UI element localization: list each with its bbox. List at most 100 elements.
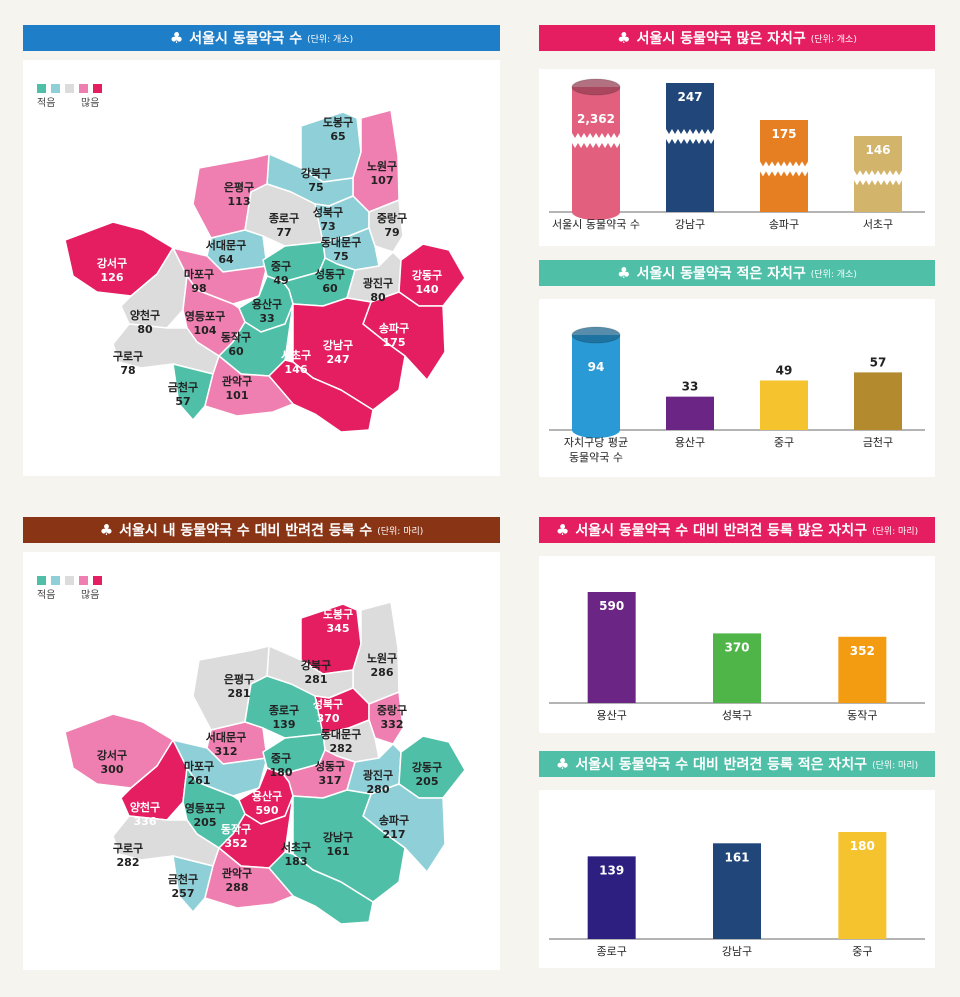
district-value-label: 77 <box>276 226 291 239</box>
bar <box>760 380 808 430</box>
district-name-label: 구로구 <box>113 350 143 363</box>
bar-value-label: 33 <box>682 380 699 394</box>
bar-cylinder-base <box>572 204 620 220</box>
district-name-label: 관악구 <box>222 374 252 388</box>
district-value-label: 146 <box>285 363 308 376</box>
district-name-label: 동대문구 <box>321 727 361 741</box>
district-name-label: 중구 <box>271 752 291 765</box>
district-value-label: 107 <box>371 174 394 187</box>
legend-swatch <box>65 576 74 585</box>
legend-swatch <box>37 84 46 93</box>
club-icon: ♣ <box>555 521 570 539</box>
district-name-label: 은평구 <box>224 672 254 686</box>
district-name-label: 용산구 <box>252 789 282 803</box>
district-name-label: 강남구 <box>323 338 353 352</box>
district-value-label: 183 <box>285 855 308 868</box>
district-name-label: 종로구 <box>269 212 299 225</box>
bar-value-label: 2,362 <box>577 112 615 126</box>
district-name-label: 강동구 <box>412 268 442 282</box>
district-value-label: 282 <box>330 742 353 755</box>
club-icon: ♣ <box>169 29 184 47</box>
district-name-label: 도봉구 <box>323 608 353 621</box>
district-value-label: 261 <box>188 774 211 787</box>
district-name-label: 강서구 <box>97 256 127 270</box>
district-서초구 <box>268 851 374 925</box>
district-name-label: 성동구 <box>315 267 345 281</box>
district-name-label: 강북구 <box>301 166 331 180</box>
district-value-label: 281 <box>305 673 328 686</box>
district-value-label: 247 <box>327 353 350 366</box>
district-value-label: 57 <box>175 395 190 408</box>
district-value-label: 79 <box>384 226 399 239</box>
map1-title: 서울시 동물약국 수 <box>189 31 303 47</box>
district-name-label: 양천구 <box>130 800 160 814</box>
bar-value-label: 247 <box>677 90 702 104</box>
district-name-label: 금천구 <box>168 380 198 394</box>
bar-cylinder-base <box>572 422 620 438</box>
district-금천구 <box>172 363 214 421</box>
district-name-label: 동작구 <box>221 330 251 344</box>
district-name-label: 송파구 <box>379 321 409 335</box>
district-서초구 <box>268 359 374 433</box>
district-value-label: 288 <box>226 881 249 894</box>
category-label: 강남구 <box>722 945 752 958</box>
legend-low-label: 적음 <box>37 98 56 109</box>
district-value-label: 345 <box>327 622 350 635</box>
bar <box>713 633 761 703</box>
bar <box>713 843 761 939</box>
district-value-label: 140 <box>416 283 439 296</box>
dog-low-unit: (단위: 마리) <box>872 760 919 771</box>
legend-swatch <box>79 84 88 93</box>
district-관악구 <box>204 847 294 909</box>
axis-break-mark <box>854 170 902 186</box>
district-name-label: 서대문구 <box>206 238 246 252</box>
legend-high-label: 많음 <box>81 98 100 109</box>
category-label: 서초구 <box>863 218 893 231</box>
legend-swatch <box>79 576 88 585</box>
district-value-label: 60 <box>322 282 338 295</box>
category-label: 종로구 <box>596 945 626 958</box>
bar-value-label: 370 <box>724 640 749 654</box>
legend-high-label: 많음 <box>81 590 100 601</box>
district-name-label: 송파구 <box>379 813 409 827</box>
bar <box>587 856 636 939</box>
district-name-label: 마포구 <box>184 759 214 773</box>
district-value-label: 64 <box>218 253 234 266</box>
map2-seoul-choropleth: 도봉구345노원구286강북구281은평구281종로구139성북구370중랑구3… <box>64 601 466 925</box>
district-value-label: 113 <box>228 195 251 208</box>
district-value-label: 352 <box>225 837 248 850</box>
club-icon: ♣ <box>617 264 631 282</box>
category-label: 강남구 <box>675 218 705 231</box>
bar <box>854 372 902 430</box>
district-name-label: 마포구 <box>184 267 214 281</box>
district-name-label: 중랑구 <box>377 212 407 225</box>
map1-seoul-choropleth: 도봉구65노원구107강북구75은평구113종로구77성북구73중랑구79서대문… <box>64 109 466 433</box>
map2-header: ♣ 서울시 내 동물약국 수 대비 반려견 등록 수 (단위: 마리) <box>23 517 500 543</box>
district-value-label: 75 <box>333 250 348 263</box>
district-value-label: 332 <box>381 718 404 731</box>
dog-top-panel: 590 용산구 370 성북구 352 동작구 <box>539 556 935 733</box>
district-name-label: 동대문구 <box>321 235 361 249</box>
bar-value-label: 57 <box>870 355 887 369</box>
district-name-label: 은평구 <box>224 180 254 194</box>
district-value-label: 98 <box>191 282 206 295</box>
category-label: 중구 <box>774 436 794 449</box>
district-value-label: 282 <box>117 856 140 869</box>
dog-top-header: ♣ 서울시 동물약국 수 대비 반려견 등록 많은 자치구 (단위: 마리) <box>539 517 935 543</box>
district-name-label: 금천구 <box>168 872 198 886</box>
district-name-label: 서초구 <box>281 840 311 854</box>
district-금천구 <box>172 855 214 913</box>
legend-swatch <box>65 84 74 93</box>
district-name-label: 중구 <box>271 260 291 273</box>
district-name-label: 동작구 <box>221 822 251 836</box>
district-value-label: 217 <box>383 828 406 841</box>
district-value-label: 80 <box>370 291 386 304</box>
district-value-label: 317 <box>319 774 342 787</box>
bar-value-label: 590 <box>599 599 624 613</box>
low-chart-panel: 94 자치구당 평균 동물약국 수 33 용산구 49 중구 57 금천구 <box>539 299 935 477</box>
category-label-line2: 동물약국 수 <box>569 450 623 464</box>
district-value-label: 590 <box>256 804 279 817</box>
category-label: 서울시 동물약국 수 <box>552 217 640 231</box>
bar-value-label: 146 <box>865 143 890 157</box>
